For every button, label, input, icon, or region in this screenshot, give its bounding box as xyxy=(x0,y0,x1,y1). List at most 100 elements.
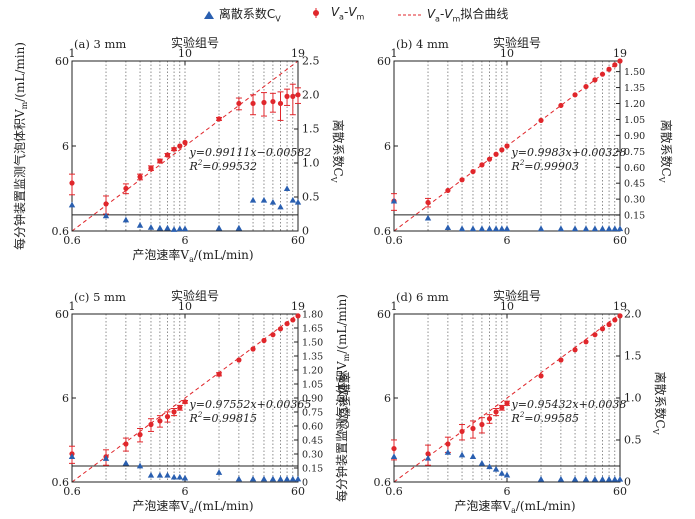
y2-tick-label: 0.75 xyxy=(624,147,645,158)
cv-point xyxy=(458,225,466,232)
cv-point xyxy=(591,225,599,232)
cv-point xyxy=(102,212,110,219)
y2-tick-label: 2.0 xyxy=(624,308,642,321)
va-vm-point xyxy=(445,187,451,194)
va-vm-point xyxy=(486,156,493,162)
triangle-marker-icon xyxy=(204,10,214,19)
va-vm-point xyxy=(284,93,290,99)
va-vm-point xyxy=(177,143,183,149)
x-tick-label: 0.6 xyxy=(63,485,81,498)
cv-point xyxy=(68,201,76,208)
cv-point xyxy=(599,225,606,232)
y-tick-label: 60 xyxy=(377,308,391,321)
y2-tick-label: 0.30 xyxy=(302,450,323,461)
r2-r: R xyxy=(189,412,198,425)
legend-fit-vm: V xyxy=(444,7,453,21)
y2-tick-label: 0.90 xyxy=(624,131,645,142)
cv-point xyxy=(136,222,144,228)
cv-point xyxy=(156,471,164,478)
top-tick-label: 10 xyxy=(500,47,514,60)
cv-point xyxy=(537,225,545,232)
va-vm-point xyxy=(103,201,109,207)
x-tick-label: 60 xyxy=(291,485,305,498)
y2-tick-label: 1.05 xyxy=(624,115,645,126)
y2-tick-label: 1.20 xyxy=(624,99,645,110)
legend-cv-label: 离散系数C xyxy=(218,7,276,21)
r2-r: R xyxy=(511,160,520,173)
va-vm-point xyxy=(499,147,505,153)
y2-tick-label: 0 xyxy=(302,225,309,238)
va-vm-point xyxy=(148,421,154,428)
cv-point xyxy=(492,225,500,232)
y2-tick-label: 0.90 xyxy=(302,394,323,405)
va-vm-point xyxy=(164,414,171,420)
cv-point xyxy=(147,471,155,478)
va-vm-point xyxy=(504,400,510,406)
y2-tick-label: 0.45 xyxy=(302,436,323,447)
va-vm-point xyxy=(164,152,171,158)
y-axis-title-main: 每分钟装置监测气泡体积V xyxy=(334,361,349,502)
cv-point xyxy=(599,475,606,482)
panel-label: (b) 4 mm xyxy=(396,37,449,51)
r2-label: R2=0.99585 xyxy=(511,411,579,425)
cv-point xyxy=(122,216,130,223)
cv-point xyxy=(294,198,302,205)
va-vm-point xyxy=(538,117,544,124)
va-vm-point xyxy=(504,143,510,149)
top-tick-label: 19 xyxy=(613,47,627,60)
va-vm-point xyxy=(583,339,589,345)
fit-equation: y=0.9983x+0.00328 xyxy=(511,146,627,159)
va-vm-point xyxy=(277,326,284,332)
y2-tick-label: 0 xyxy=(624,227,630,238)
top-tick-label: 19 xyxy=(291,47,305,60)
y2-tick-label: 1.80 xyxy=(302,310,323,321)
y-axis-title-main: 每分钟装置监测气泡体积V xyxy=(12,109,27,250)
legend-vavm: Va-Vm xyxy=(305,5,364,21)
r2-sup: 2 xyxy=(197,159,203,167)
x-axis-title-main: 产泡速率V xyxy=(454,498,511,513)
va-vm-point xyxy=(479,162,485,168)
y-axis-title: 每分钟装置监测气泡体积Vm/(mL/min) xyxy=(334,294,351,502)
va-vm-point xyxy=(558,102,564,109)
cv-point xyxy=(616,475,624,482)
cv-point xyxy=(289,196,297,203)
y2-tick-label: 1.65 xyxy=(302,324,323,335)
va-vm-point xyxy=(123,441,129,447)
x-axis-title-sub: a xyxy=(189,506,194,515)
va-vm-point xyxy=(171,409,177,415)
top-tick-label: 1 xyxy=(391,300,398,313)
legend-va-sub: a xyxy=(339,12,344,22)
va-vm-point xyxy=(391,445,397,452)
va-vm-point xyxy=(592,77,598,83)
y-tick-label: 6 xyxy=(384,392,391,405)
x-axis-title-unit: /(mL/min) xyxy=(194,248,254,262)
y2-axis-title-main: 离散系数C xyxy=(337,372,352,429)
x-axis-title-main: 产泡速率V xyxy=(132,498,189,513)
va-vm-point xyxy=(182,139,188,146)
y2-tick-label: 1.05 xyxy=(302,380,323,391)
va-vm-point xyxy=(617,58,623,64)
cv-point xyxy=(156,224,164,231)
cv-point xyxy=(136,462,144,469)
top-tick-label: 19 xyxy=(613,300,627,313)
legend-vm-sub: m xyxy=(356,12,365,22)
top-axis-title: 实验组号 xyxy=(171,288,219,303)
y-tick-label: 6 xyxy=(62,392,69,405)
cv-point xyxy=(181,225,189,232)
cv-point xyxy=(235,475,243,482)
y2-tick-label: 1.0 xyxy=(302,157,320,170)
r2-r: R xyxy=(189,160,198,173)
y-tick-label: 0.6 xyxy=(52,225,70,238)
cv-point xyxy=(478,225,486,232)
y-tick-label: 6 xyxy=(384,140,391,153)
va-vm-point xyxy=(583,83,589,90)
y-tick-label: 60 xyxy=(55,55,69,68)
x-tick-label: 0.6 xyxy=(385,234,403,247)
r2-value: =0.99532 xyxy=(202,160,257,173)
y-tick-label: 0.6 xyxy=(374,476,392,489)
x-axis-title-unit: /(mL/min) xyxy=(516,499,576,513)
y2-axis-title: 离散系数CV xyxy=(651,372,668,435)
va-vm-point xyxy=(572,347,578,353)
va-vm-point xyxy=(459,428,465,435)
